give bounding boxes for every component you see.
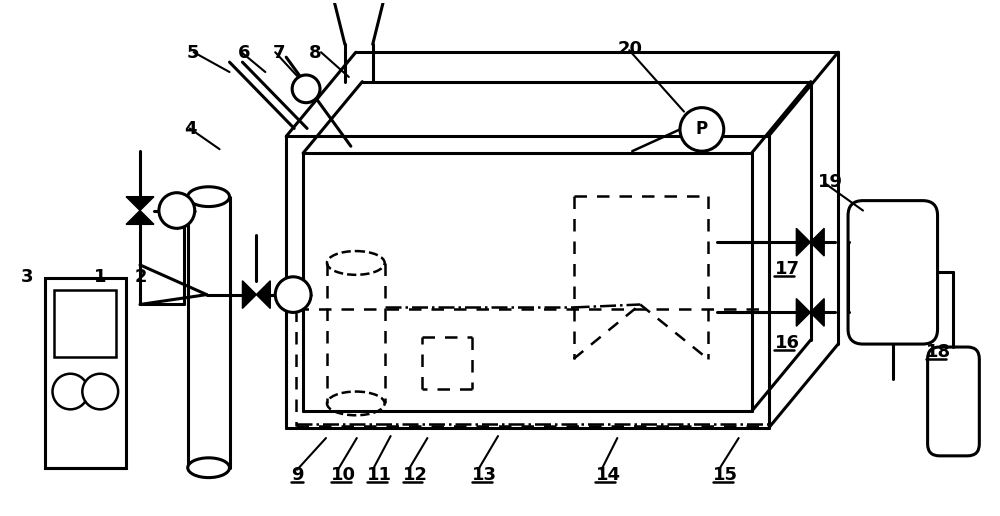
Ellipse shape [188,458,230,478]
Text: 10: 10 [331,466,356,483]
Text: 18: 18 [926,343,951,361]
Polygon shape [242,281,256,309]
Text: 13: 13 [472,466,497,483]
Text: 20: 20 [617,40,642,58]
Text: 17: 17 [774,260,799,278]
Text: 1: 1 [94,268,107,286]
Polygon shape [796,299,810,326]
Circle shape [680,108,724,151]
Bar [45,278,126,467]
Text: 14: 14 [595,466,620,483]
Ellipse shape [188,187,230,206]
Text: 12: 12 [403,466,428,483]
Polygon shape [796,228,810,256]
Text: 8: 8 [309,44,322,62]
Circle shape [292,75,320,103]
Polygon shape [256,281,270,309]
Text: 19: 19 [818,173,843,191]
Circle shape [275,277,311,312]
Text: 16: 16 [774,334,799,352]
Bar [54,289,116,357]
Text: 2: 2 [135,268,148,286]
Circle shape [52,374,88,409]
Circle shape [159,192,195,228]
Circle shape [82,374,118,409]
Text: 11: 11 [367,466,392,483]
Text: 6: 6 [237,44,250,62]
Text: 4: 4 [184,120,196,137]
FancyBboxPatch shape [928,347,979,456]
FancyBboxPatch shape [848,201,938,344]
Polygon shape [126,211,154,224]
Polygon shape [126,197,154,211]
Text: 3: 3 [21,268,33,286]
Text: P: P [696,120,708,138]
Text: 5: 5 [187,44,199,62]
Text: 7: 7 [272,44,285,62]
Polygon shape [810,299,824,326]
Polygon shape [810,228,824,256]
Text: 15: 15 [713,466,738,483]
Text: 9: 9 [291,466,304,483]
